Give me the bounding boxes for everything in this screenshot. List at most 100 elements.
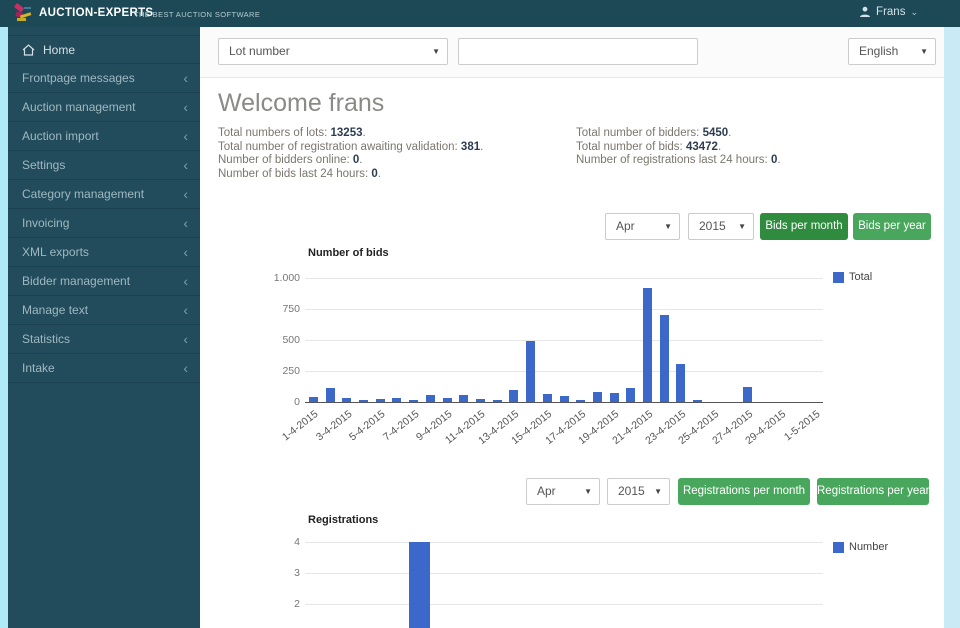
sidebar-item-label: Statistics xyxy=(22,332,71,346)
gridline xyxy=(305,604,823,605)
bar xyxy=(426,395,435,402)
page-title: Welcome frans xyxy=(218,89,385,117)
sidebar-item-statistics[interactable]: Statistics ‹ xyxy=(8,325,200,354)
chevron-left-icon: ‹ xyxy=(183,331,188,347)
chevron-left-icon: ‹ xyxy=(183,99,188,115)
stat-line: Total number of registration awaiting va… xyxy=(218,140,484,153)
bar xyxy=(443,398,452,402)
bids-year-select[interactable]: 2015 ▼ xyxy=(688,213,754,240)
y-axis-tick-label: 4 xyxy=(294,536,300,548)
stat-value: 5450 xyxy=(702,127,729,139)
bar xyxy=(643,288,652,402)
chevron-down-icon: ⌄ xyxy=(910,6,918,17)
bar xyxy=(560,396,569,402)
stat-label: Total number of bidders: xyxy=(576,127,700,139)
sidebar-item-bidder-management[interactable]: Bidder management ‹ xyxy=(8,267,200,296)
language-select[interactable]: English ▼ xyxy=(848,38,936,65)
legend-label: Total xyxy=(849,271,873,283)
sidebar-item-label: Invoicing xyxy=(22,216,70,230)
legend-swatch xyxy=(833,541,844,553)
legend-swatch xyxy=(833,271,844,283)
bar xyxy=(626,388,635,402)
sidebar-item-xml-exports[interactable]: XML exports ‹ xyxy=(8,238,200,267)
bar xyxy=(342,398,351,402)
chart-legend: Number xyxy=(833,541,888,553)
registrations-per-year-button[interactable]: Registrations per year xyxy=(817,478,930,505)
sidebar-item-intake[interactable]: Intake ‹ xyxy=(8,354,200,383)
stat-line: Number of bidders online: 0. xyxy=(218,154,363,166)
bar xyxy=(509,390,518,402)
registrations-year-select[interactable]: 2015 ▼ xyxy=(607,478,670,505)
stat-line: Number of bids last 24 hours: 0. xyxy=(218,167,382,180)
sidebar-item-settings[interactable]: Settings ‹ xyxy=(8,151,200,180)
chevron-left-icon: ‹ xyxy=(183,157,188,173)
search-type-select[interactable]: Lot number ▼ xyxy=(218,38,448,65)
bids-year-value: 2015 xyxy=(699,219,726,233)
chart-legend: Total xyxy=(833,271,872,283)
y-axis-tick-label: 750 xyxy=(282,303,300,315)
gridline xyxy=(305,278,823,279)
sidebar-item-label: Category management xyxy=(22,187,145,201)
gridline xyxy=(305,371,823,372)
registrations-per-month-button[interactable]: Registrations per month xyxy=(678,478,810,505)
sidebar-item-home[interactable]: Home xyxy=(8,35,200,64)
caret-down-icon: ▼ xyxy=(432,47,440,56)
stat-label: Total numbers of lots: xyxy=(218,127,328,139)
search-topbar: Lot number ▼ English ▼ xyxy=(200,27,944,78)
y-axis-tick-label: 2 xyxy=(294,598,300,610)
gavel-logo-icon xyxy=(12,3,34,25)
sidebar-item-auction-import[interactable]: Auction import ‹ xyxy=(8,122,200,151)
user-menu[interactable]: Frans ⌄ xyxy=(859,6,918,18)
chevron-left-icon: ‹ xyxy=(183,128,188,144)
bar xyxy=(409,400,418,402)
sidebar-item-label: XML exports xyxy=(22,245,89,259)
bids-per-year-button[interactable]: Bids per year xyxy=(853,213,931,240)
chevron-left-icon: ‹ xyxy=(183,302,188,318)
stat-label: Total number of bids: xyxy=(576,140,683,153)
bar xyxy=(309,397,318,402)
stat-line: Number of registrations last 24 hours: 0… xyxy=(576,154,781,166)
sidebar-nav: Home Frontpage messages ‹ Auction managemen… xyxy=(0,27,200,628)
brand-tagline: THE BEST AUCTION SOFTWARE xyxy=(134,10,261,19)
sidebar-item-category-management[interactable]: Category management ‹ xyxy=(8,180,200,209)
sidebar-item-label: Auction management xyxy=(22,100,136,114)
home-icon xyxy=(22,38,35,67)
stat-value: 381 xyxy=(460,140,481,153)
stat-line: Total numbers of lots: 13253. xyxy=(218,127,366,139)
stats-right: Total number of bidders: 5450. Total numb… xyxy=(576,127,781,168)
search-input[interactable] xyxy=(458,38,698,65)
registrations-month-value: Apr xyxy=(537,484,556,498)
user-icon xyxy=(859,6,871,18)
sidebar-item-manage-text[interactable]: Manage text ‹ xyxy=(8,296,200,325)
y-axis-tick-label: 500 xyxy=(282,334,300,346)
x-axis-tick-label: 1-4-2015 xyxy=(279,408,321,444)
gridline xyxy=(305,309,823,310)
search-type-value: Lot number xyxy=(229,44,290,58)
chart-title: Number of bids xyxy=(308,247,389,259)
chart-title: Registrations xyxy=(308,514,379,526)
bar xyxy=(359,400,368,402)
x-axis-tick-label: 3-4-2015 xyxy=(313,408,355,444)
registrations-month-select[interactable]: Apr ▼ xyxy=(526,478,600,505)
sidebar-item-frontpage-messages[interactable]: Frontpage messages ‹ xyxy=(8,64,200,93)
user-name: Frans xyxy=(876,6,906,18)
main-content: Lot number ▼ English ▼ Welcome frans Tot… xyxy=(200,27,944,628)
chevron-left-icon: ‹ xyxy=(183,360,188,376)
x-axis-tick-label: 1-5-2015 xyxy=(781,408,823,444)
gridline xyxy=(305,573,823,574)
stat-value: 13253 xyxy=(330,127,363,139)
caret-down-icon: ▼ xyxy=(664,222,672,231)
bar xyxy=(326,388,335,402)
stat-value: 0 xyxy=(371,167,378,180)
sidebar-item-invoicing[interactable]: Invoicing ‹ xyxy=(8,209,200,238)
bar xyxy=(376,399,385,402)
bids-month-select[interactable]: Apr ▼ xyxy=(605,213,680,240)
bar xyxy=(576,400,585,402)
bar xyxy=(610,393,619,402)
stat-value: 0 xyxy=(352,154,360,166)
chevron-left-icon: ‹ xyxy=(183,70,188,86)
sidebar-item-auction-management[interactable]: Auction management ‹ xyxy=(8,93,200,122)
chevron-left-icon: ‹ xyxy=(183,186,188,202)
sidebar-item-label: Frontpage messages xyxy=(22,71,135,85)
bids-per-month-button[interactable]: Bids per month xyxy=(760,213,848,240)
